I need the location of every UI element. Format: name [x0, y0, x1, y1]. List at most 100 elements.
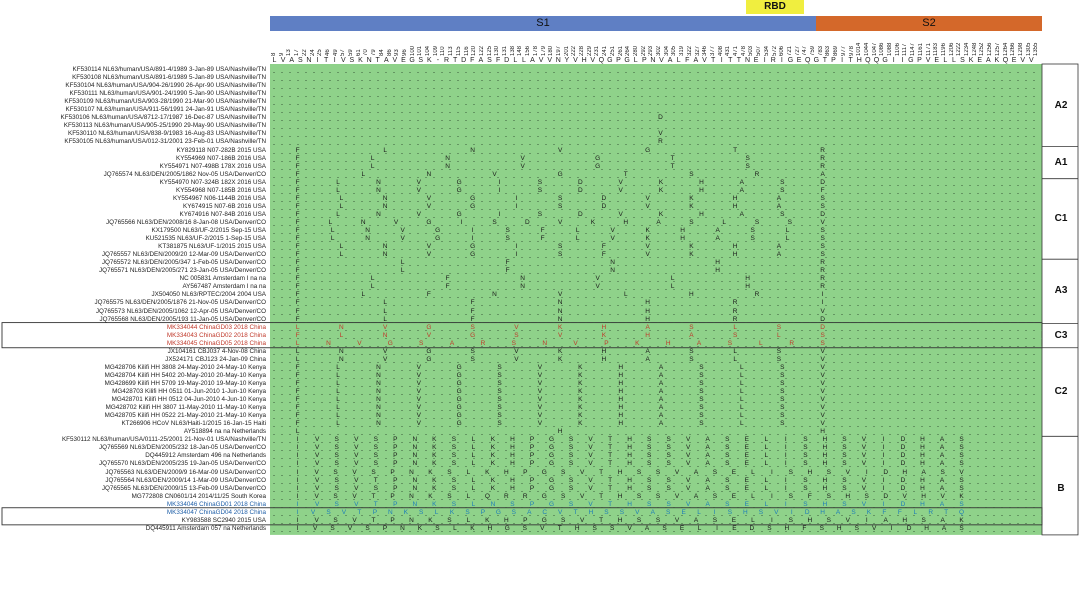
variant-residue: S: [373, 452, 378, 460]
variant-residue: S: [803, 484, 808, 492]
variant-residue: N: [542, 339, 548, 347]
reference-residue: T: [728, 57, 733, 64]
variant-residue: V: [416, 210, 421, 218]
reference-residue: E: [1011, 57, 1017, 64]
variant-residue: S: [826, 516, 831, 524]
reference-residue: Q: [804, 57, 811, 64]
variant-residue: L: [733, 323, 737, 331]
variant-residue: S: [522, 524, 527, 532]
variant-residue: V: [426, 243, 432, 251]
variant-residue: P: [480, 508, 486, 516]
variant-residue: L: [785, 227, 790, 234]
variant-residue: L: [339, 251, 344, 259]
sequence-label: AY567487 Amsterdam I na na: [182, 283, 266, 291]
variant-residue: S: [712, 468, 718, 476]
variant-residue: F: [820, 186, 825, 194]
variant-residue: F: [295, 315, 300, 323]
variant-residue: A: [449, 339, 455, 347]
variant-residue: S: [959, 460, 964, 468]
reference-residue: I: [780, 57, 783, 64]
variant-residue: D: [577, 186, 583, 194]
variant-residue: V: [820, 363, 825, 371]
variant-residue: V: [314, 516, 319, 524]
variant-residue: H: [924, 524, 929, 532]
variant-residue: I: [515, 243, 518, 251]
sequence-label: KY829118 N07-282B 2015 USA: [176, 146, 266, 154]
reference-residue: V: [573, 57, 578, 64]
variant-residue: S: [780, 186, 785, 194]
variant-residue: E: [679, 524, 685, 532]
variant-residue: H: [510, 484, 515, 492]
variant-residue: H: [645, 315, 650, 323]
variant-residue: S: [689, 347, 694, 355]
reference-residue: I: [892, 57, 895, 64]
variant-residue: K: [578, 404, 583, 412]
variant-residue: S: [497, 412, 502, 420]
sequence-label: MG428703 Kilifi HH 0511 01-Jun-2010 1-Ju…: [112, 388, 266, 395]
variant-residue: A: [705, 476, 710, 484]
variant-residue: H: [921, 492, 926, 500]
variant-residue: N: [376, 186, 381, 194]
sequence-label: JQ765575 NL63/DEN/2005/1876 21-Nov-05 US…: [94, 299, 266, 307]
identity-dots: [270, 458, 1042, 460]
sequence-label: KY554971 N07-498B 178X 2016 USA: [159, 162, 266, 170]
variant-residue: P: [523, 516, 528, 524]
reference-residue: S: [960, 57, 965, 64]
variant-residue: F: [897, 508, 902, 516]
sequence-label: KF530113 NL63/human/USA/905-25/1990 29-M…: [63, 122, 266, 130]
sequence-label: MG428702 Kilifi HH 3807 11-May-2010 11-M…: [105, 404, 266, 412]
variant-residue: L: [785, 235, 790, 243]
variant-residue: L: [328, 218, 333, 226]
variant-residue: T: [373, 500, 378, 508]
variant-residue: S: [842, 444, 847, 452]
variant-residue: K: [689, 202, 694, 210]
variant-residue: L: [913, 508, 918, 516]
clade-label: A3: [1054, 285, 1068, 297]
variant-residue: V: [352, 516, 357, 524]
variant-residue: R: [754, 170, 760, 178]
variant-residue: L: [471, 444, 476, 452]
sequence-label: MG428699 Kilifi HH 5709 19-May-2010 19-M…: [104, 379, 266, 387]
variant-residue: H: [920, 476, 925, 484]
variant-residue: S: [497, 396, 502, 404]
sequence-label: KF530107 NL63/human/USA/911-56/1991 24-J…: [65, 106, 266, 114]
variant-residue: V: [686, 500, 691, 508]
variant-residue: H: [618, 412, 624, 420]
variant-residue: D: [601, 194, 607, 202]
variant-residue: I: [784, 484, 787, 492]
variant-residue: I: [790, 508, 793, 516]
sequence-label: KF530109 NL63/human/USA/903-28/1990 21-M…: [64, 98, 266, 106]
variant-residue: L: [740, 412, 744, 420]
variant-residue: V: [354, 460, 359, 468]
variant-residue: F: [445, 283, 450, 291]
variant-residue: S: [646, 444, 652, 452]
identity-dots: [270, 152, 1042, 154]
sequence-label: KY554969 N07-186B 2016 USA: [176, 154, 266, 162]
variant-residue: V: [861, 484, 867, 492]
variant-residue: T: [599, 492, 604, 500]
variant-residue: S: [727, 508, 733, 516]
variant-residue: H: [822, 476, 828, 484]
variant-residue: S: [780, 363, 785, 371]
variant-residue: H: [618, 371, 624, 379]
variant-residue: G: [548, 460, 555, 468]
variant-residue: G: [426, 355, 432, 363]
variant-residue: N: [376, 210, 381, 218]
variant-residue: P: [393, 444, 398, 452]
reference-residue: K: [358, 57, 363, 64]
variant-residue: A: [941, 524, 947, 532]
variant-residue: G: [426, 347, 432, 355]
variant-residue: G: [548, 500, 555, 508]
variant-residue: H: [836, 524, 842, 532]
variant-residue: V: [635, 508, 640, 516]
variant-residue: G: [456, 186, 462, 194]
variant-residue: P: [390, 468, 395, 476]
variant-residue: S: [959, 452, 964, 460]
variant-residue: S: [842, 476, 847, 484]
reference-residue: Q: [1002, 57, 1009, 64]
variant-residue: L: [670, 283, 675, 291]
clade-label: B: [1057, 482, 1065, 494]
reference-residue: G: [813, 57, 820, 64]
variant-residue: N: [365, 227, 370, 234]
variant-residue: A: [658, 388, 664, 395]
